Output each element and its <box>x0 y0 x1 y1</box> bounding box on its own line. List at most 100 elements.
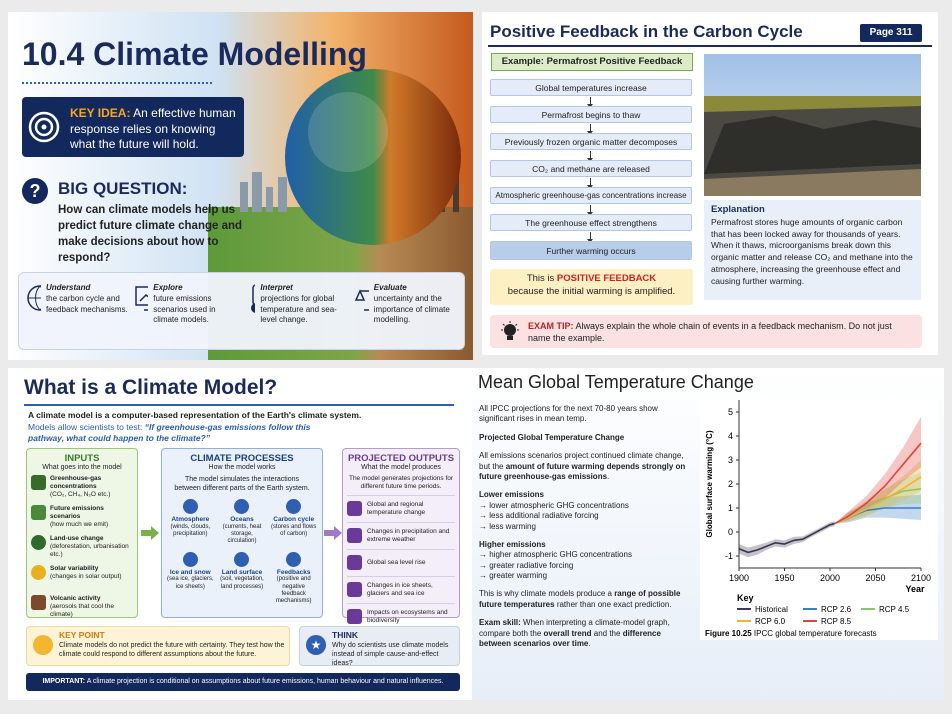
layout <box>139 294 149 302</box>
processes-sub: How the model works <box>208 464 276 471</box>
layout <box>704 116 921 174</box>
icon <box>31 595 46 610</box>
aim-text: projections for global temperature and s… <box>260 293 337 325</box>
icon <box>347 582 362 598</box>
arrow <box>587 151 593 162</box>
process: Ice and snow (sea ice, glaciers, ice shee… <box>166 551 215 606</box>
aim-text: future emissions scenarios used in clima… <box>153 293 216 325</box>
layout: Lower emissions → lower atmospheric GHG c… <box>479 490 693 532</box>
text: . <box>588 639 591 649</box>
step: Further warming occurs <box>490 241 692 260</box>
output: Global sea level rise <box>347 548 455 576</box>
series-line <box>738 522 835 554</box>
process-text: (soil, vegetation, land processes) <box>220 576 264 590</box>
y-tick-label: 0 <box>728 527 733 537</box>
process-text: (stores and flows of carbon) <box>270 523 317 538</box>
icon <box>31 565 46 580</box>
series-line <box>834 442 922 525</box>
slide-title: Positive Feedback in the Carbon Cycle <box>490 22 803 41</box>
layout <box>704 169 921 196</box>
bold-text: overall trend <box>543 628 592 638</box>
caption-label: Figure 10.25 <box>705 629 752 638</box>
layout: Interpret projections for global temperat… <box>260 283 351 326</box>
text: . <box>607 471 610 481</box>
x-tick-label: 2100 <box>911 573 931 583</box>
layout: Greenhouse-gas concentrations (CO₂, CH₄, … <box>50 475 133 499</box>
big-question-text: How can climate models help us predict f… <box>58 204 243 265</box>
chart: -1 0 1 2 3 4 5 1900 1950 2000 2050 2100 Global surfa… <box>700 398 938 640</box>
input-title: Greenhouse-gas concentrations <box>50 475 102 491</box>
layout <box>252 172 262 212</box>
process: Oceans (currents, heat storage, circulati… <box>218 499 267 545</box>
text: All emissions scenarios project continue… <box>479 451 684 471</box>
icon <box>182 499 198 515</box>
item: → greater radiative forcing <box>479 560 574 570</box>
globe-icon <box>27 285 41 311</box>
item: → less warming <box>479 521 536 531</box>
input: Volcanic activity (aerosols that cool the… <box>31 595 133 625</box>
conclusion-rest: because the initial warming is amplified… <box>507 286 676 298</box>
permafrost-photo <box>704 54 921 196</box>
slide-title: Mean Global Temperature Change <box>478 372 754 392</box>
layout: Higher emissions → higher atmospheric GHG… <box>479 540 693 582</box>
process-title: Atmosphere <box>171 516 210 524</box>
layout <box>251 303 256 313</box>
icon <box>31 505 46 520</box>
inputs-box: INPUTS What goes into the model Greenhou… <box>26 448 138 618</box>
aim: Understand the carbon cycle and feedback … <box>25 283 130 326</box>
test-text: Models allow scientists to test: <box>28 422 143 432</box>
process-text: (winds, clouds, precipitation) <box>170 523 211 538</box>
aim-title: Interpret <box>260 283 293 292</box>
x-tick-label: 2050 <box>865 573 885 583</box>
layout <box>28 111 60 143</box>
layout: “If greenhouse-gas emissions follow this… <box>28 422 310 443</box>
layout <box>266 187 273 212</box>
process-title: Carbon cycle <box>273 516 315 524</box>
step: Previously frozen organic matter decompo… <box>490 133 692 150</box>
input-title: Future emissions scenarios <box>50 505 104 521</box>
step: The greenhouse effect strengthens <box>490 214 692 231</box>
layout <box>240 172 287 212</box>
layout <box>355 289 369 311</box>
important-label: IMPORTANT: <box>42 678 86 685</box>
icon <box>234 551 250 567</box>
aim: Evaluate uncertainty and the importance o… <box>355 283 458 326</box>
input-text: (how much we emit) <box>50 521 109 529</box>
think-box: ★ THINK Why do scientists use climate mod… <box>299 626 460 667</box>
process-title: Oceans <box>230 516 254 524</box>
star-icon: ★ <box>306 635 326 655</box>
layout: Evaluate <box>374 283 407 292</box>
graph-icon <box>135 286 149 311</box>
outputs-sub: What the model produces <box>361 464 441 471</box>
paragraph: Exam skill: When interpreting a climate-… <box>479 618 693 649</box>
icon <box>347 501 362 517</box>
outputs-heading: PROJECTED OUTPUTS <box>347 453 455 464</box>
input-title: Land-use change <box>50 535 104 542</box>
output-text: Changes in precipitation and extreme wea… <box>367 527 450 543</box>
key-point-text: Climate models do not predict the future… <box>59 642 285 659</box>
icon <box>347 555 362 571</box>
y-tick-label: 1 <box>728 503 733 513</box>
icon <box>347 609 362 625</box>
aim-title: Evaluate <box>373 283 407 292</box>
bold-text: range of possible future temperatures <box>479 589 681 609</box>
y-tick-label: -1 <box>725 551 733 561</box>
paragraph: All emissions scenarios project continue… <box>479 451 693 482</box>
layout <box>28 285 41 311</box>
layout: Explore <box>153 283 182 292</box>
text: This is why climate models produce a <box>479 589 612 599</box>
layout: Understand the carbon cycle and feedback … <box>46 283 130 326</box>
output: Changes in ice sheets, glaciers and sea … <box>347 575 455 603</box>
series-line <box>834 476 922 525</box>
x-axis-label: Year <box>905 584 925 594</box>
item: → greater warming <box>479 571 548 581</box>
target-icon <box>28 111 60 143</box>
key-point: KEY POINT Climate models do not predict t… <box>59 630 285 659</box>
aim-text: uncertainty and the importance of climat… <box>373 293 450 325</box>
y-tick-label: 3 <box>728 455 733 465</box>
text: When interpreting a climate-model graph,… <box>479 618 670 638</box>
slide-title: 10.4 Climate Modelling <box>22 36 367 72</box>
process: Feedbacks (positive and negative feedback… <box>269 551 318 606</box>
legend-title: Key <box>737 593 754 603</box>
outputs-box: PROJECTED OUTPUTS What the model produce… <box>342 448 460 625</box>
